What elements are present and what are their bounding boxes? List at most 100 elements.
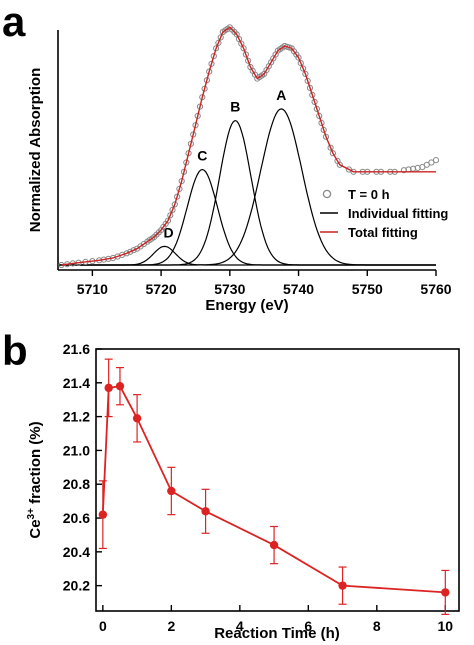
data-marker	[309, 91, 316, 99]
x-tick-label: 5730	[214, 281, 245, 297]
data-marker	[302, 70, 309, 78]
data-marker	[127, 248, 134, 255]
data-marker	[414, 164, 421, 171]
data-marker	[311, 98, 318, 106]
data-marker	[176, 185, 183, 192]
panel-b-x-axis-title: Reaction Time (h)	[214, 625, 340, 642]
y-tick-label: 21.0	[63, 442, 90, 458]
data-marker	[322, 133, 330, 140]
data-marker	[242, 51, 249, 58]
y-tick-label: 20.2	[63, 578, 90, 594]
x-tick-label: 0	[99, 618, 107, 634]
legend-label-t0: T = 0 h	[348, 187, 390, 202]
x-tick-label: 5740	[283, 281, 314, 297]
panel-a-legend: T = 0 h Individual fitting Total fitting	[320, 187, 448, 240]
total-fit-line	[61, 26, 436, 266]
data-point	[201, 507, 210, 516]
data-marker	[164, 217, 172, 224]
x-tick-label: 10	[438, 618, 454, 634]
panel-b-y-axis-title: Ce3+ fraction (%)	[26, 421, 44, 538]
y-tick-label: 20.4	[63, 544, 90, 560]
data-marker	[400, 167, 407, 174]
data-marker	[240, 45, 247, 52]
y-tick-label: 20.6	[63, 510, 90, 526]
data-marker	[210, 53, 217, 60]
panel-b-y-tick-labels: 20.2 20.4 20.6 20.8 21.0 21.2 21.4 21.6	[63, 341, 90, 594]
x-tick-label: 5750	[352, 281, 383, 297]
y-tick-label: 21.6	[63, 341, 90, 357]
data-marker	[171, 201, 178, 208]
data-marker	[316, 112, 323, 120]
data-marker	[318, 119, 325, 127]
data-marker	[336, 161, 343, 168]
peak-label-C: C	[197, 147, 207, 163]
data-marker	[169, 206, 176, 213]
panel-a-peak-labels: D C B A	[163, 87, 286, 240]
legend-label-total: Total fitting	[348, 225, 418, 240]
data-marker	[329, 150, 336, 157]
data-point	[115, 381, 125, 391]
data-marker	[295, 54, 302, 61]
data-marker	[167, 212, 174, 219]
panel-a-total-fit	[61, 26, 436, 266]
panel-a-letter: a	[2, 0, 26, 45]
panel-b-x-ticks	[102, 605, 447, 611]
y-tick-label: 20.8	[63, 476, 90, 492]
panel-a-y-axis-title: Normalized Absorption	[27, 68, 44, 232]
panel-b-x-tick-labels: 0 2 4 6 8 10	[99, 618, 453, 634]
panel-b-ce3-fraction-chart: b 20.2 20.4 20.6 20.8 21.0 21.2 21.4 21.6 0 2 4 6 8…	[2, 327, 460, 642]
panel-a-x-axis-title: Energy (eV)	[205, 297, 288, 314]
data-marker	[306, 84, 314, 92]
peak-label-D: D	[163, 224, 173, 240]
data-point	[132, 414, 142, 423]
data-marker	[215, 39, 222, 47]
data-marker	[217, 34, 224, 41]
data-marker	[208, 60, 215, 67]
data-marker	[313, 105, 320, 113]
data-marker	[320, 126, 327, 133]
peak-label-B: B	[230, 99, 240, 115]
panel-a-x-tick-labels: 5710 5720 5730 5740 5750 5760	[77, 281, 452, 297]
data-marker	[213, 45, 220, 52]
x-tick-label: 8	[373, 618, 381, 634]
y-tick-label: 21.2	[63, 409, 90, 425]
panel-b-letter: b	[2, 327, 28, 374]
x-tick-label: 2	[167, 618, 175, 634]
data-point	[441, 588, 450, 597]
legend-marker-open-circle	[322, 189, 332, 199]
data-marker	[233, 31, 240, 38]
x-tick-label: 5720	[146, 281, 177, 297]
data-marker	[245, 57, 252, 64]
panel-b-data-points	[98, 381, 450, 597]
data-marker	[238, 40, 245, 47]
panel-a-individual-fits	[58, 108, 436, 266]
data-point	[338, 581, 347, 590]
data-marker	[297, 60, 304, 67]
x-tick-label: 4	[236, 618, 244, 634]
panel-a-data-markers	[58, 24, 440, 269]
x-tick-label: 5710	[77, 281, 108, 297]
panel-b-error-bars	[98, 358, 450, 615]
data-marker	[130, 247, 137, 254]
data-marker	[327, 144, 334, 151]
individual-fit-peak-A	[58, 108, 436, 266]
panel-a-xanes-chart: a 5710 5720 5730 5740 5750 5760 D C B A Energy (…	[2, 0, 452, 314]
data-point	[269, 540, 279, 550]
data-marker	[304, 77, 311, 85]
x-tick-label: 6	[304, 618, 312, 634]
panel-b-y-ticks	[96, 348, 102, 587]
panel-a-x-ticks	[91, 270, 437, 276]
data-point	[104, 383, 113, 393]
y-tick-label: 21.4	[63, 375, 90, 391]
data-point	[98, 510, 108, 519]
data-marker	[174, 193, 181, 200]
data-marker	[123, 250, 130, 257]
x-tick-label: 5760	[420, 281, 451, 297]
legend-label-individual: Individual fitting	[348, 206, 448, 221]
panel-b-plot-frame	[95, 348, 460, 612]
data-marker	[300, 65, 307, 72]
data-marker	[432, 157, 440, 164]
data-point	[167, 486, 176, 496]
peak-label-A: A	[276, 87, 286, 103]
